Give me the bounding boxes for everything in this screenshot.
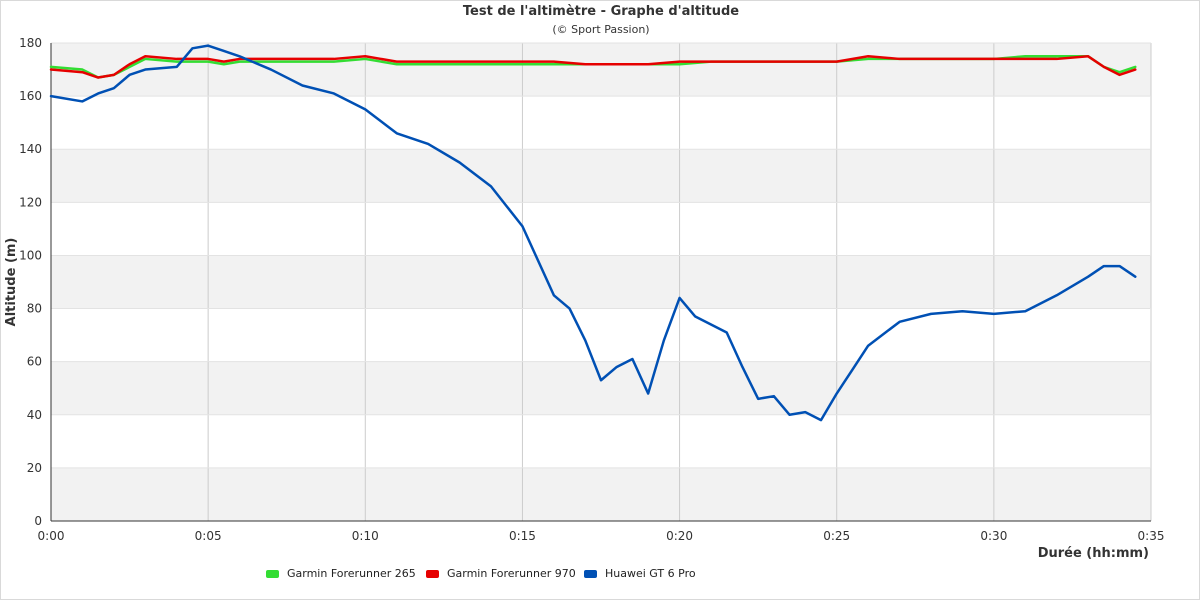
x-tick-label: 0:00 — [38, 529, 65, 543]
plot-bands — [51, 43, 1151, 521]
legend-item[interactable]: Garmin Forerunner 265 — [266, 567, 416, 580]
legend-swatch — [266, 569, 279, 578]
x-tick-label: 0:05 — [195, 529, 222, 543]
x-axis-label: Durée (hh:mm) — [1038, 546, 1149, 561]
series-line-2 — [49, 44, 1137, 422]
y-tick-labels: 0 20 40 60 80 100 120 140 160 180 — [19, 36, 42, 528]
legend-item[interactable]: Huawei GT 6 Pro — [584, 567, 696, 580]
y-tick-label: 80 — [27, 302, 42, 316]
y-tick-label: 20 — [27, 461, 42, 475]
legend-label: Huawei GT 6 Pro — [605, 567, 696, 580]
y-tick-label: 60 — [27, 355, 42, 369]
series-lines — [49, 44, 1137, 422]
x-tick-label: 0:20 — [666, 529, 693, 543]
x-tick-label: 0:10 — [352, 529, 379, 543]
axes — [50, 43, 1151, 522]
y-tick-label: 120 — [19, 195, 42, 209]
x-tick-label: 0:15 — [509, 529, 536, 543]
y-tick-label: 40 — [27, 408, 42, 422]
x-tick-label: 0:35 — [1138, 529, 1165, 543]
x-tick-label: 0:25 — [823, 529, 850, 543]
y-tick-label: 160 — [19, 89, 42, 103]
series-line-1 — [49, 55, 1137, 79]
x-tick-labels: 0:00 0:05 0:10 0:15 0:20 0:25 0:30 0:35 — [38, 529, 1165, 543]
plot-band — [51, 43, 1151, 97]
y-tick-label: 0 — [34, 514, 42, 528]
y-axis-label: Altitude (m) — [4, 238, 19, 327]
legend-label: Garmin Forerunner 970 — [447, 567, 576, 580]
y-tick-label: 100 — [19, 248, 42, 262]
legend-swatch — [584, 569, 597, 578]
plot-band — [51, 255, 1151, 309]
chart-legend: Garmin Forerunner 265 Garmin Forerunner 9… — [1, 567, 1199, 583]
x-tick-label: 0:30 — [980, 529, 1007, 543]
legend-item[interactable]: Garmin Forerunner 970 — [426, 567, 576, 580]
plot-band — [51, 149, 1151, 203]
y-tick-label: 180 — [19, 36, 42, 50]
y-tick-label: 140 — [19, 142, 42, 156]
plot-band — [51, 467, 1151, 521]
legend-label: Garmin Forerunner 265 — [287, 567, 416, 580]
chart-title: Test de l'altimètre - Graphe d'altitude — [462, 4, 740, 19]
horizontal-gridlines — [51, 42, 1151, 522]
plot-band — [51, 361, 1151, 415]
legend-swatch — [426, 569, 439, 578]
chart-subtitle: (© Sport Passion) — [552, 23, 650, 36]
